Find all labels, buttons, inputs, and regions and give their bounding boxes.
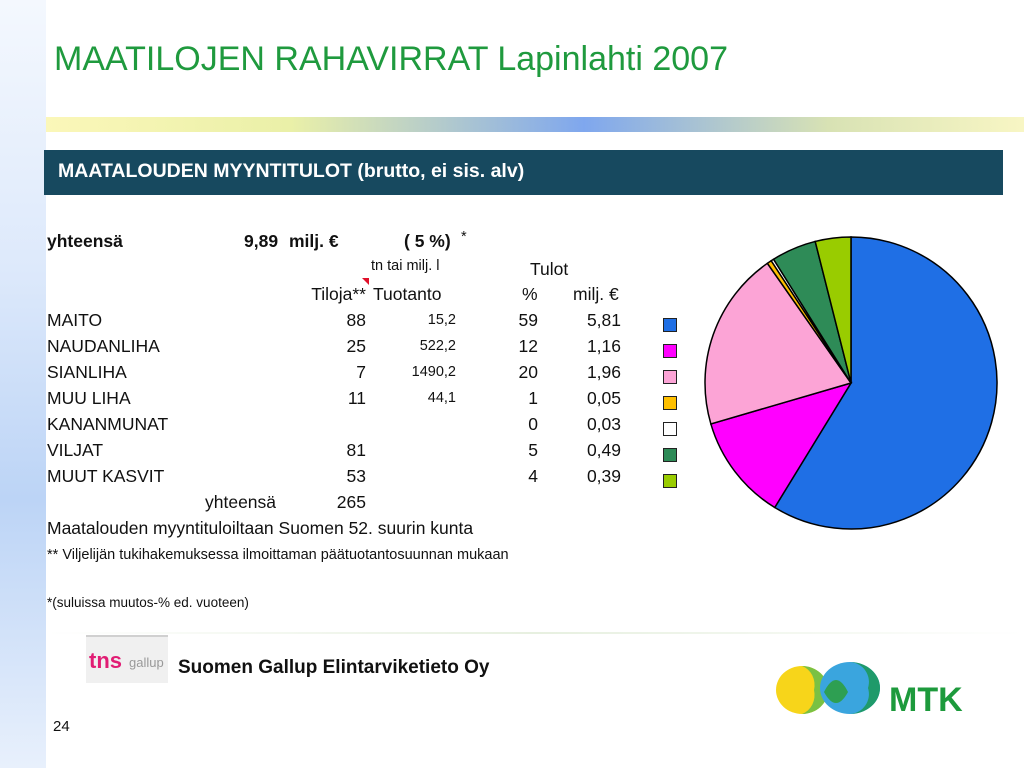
row-pct: 59 — [518, 310, 538, 330]
row-tiloja: 25 — [346, 336, 366, 356]
header-tuotanto: Tuotanto — [373, 284, 442, 304]
row-tuotanto: 15,2 — [427, 312, 456, 328]
page-number: 24 — [53, 718, 70, 735]
row-name: NAUDANLIHA — [47, 336, 160, 356]
pie-slice-maito — [773, 236, 998, 530]
legend-swatch-maito — [663, 318, 677, 332]
row-tuotanto: 1490,2 — [411, 364, 456, 380]
tns-logo-sub: gallup — [129, 655, 164, 670]
pie-slice-sianliha — [704, 262, 853, 425]
header-pct: % — [522, 284, 538, 304]
totals-label: yhteensä — [205, 492, 277, 512]
row-pct: 12 — [518, 336, 538, 356]
legend-swatch-viljat — [663, 448, 677, 462]
row-milj: 0,03 — [586, 414, 621, 434]
row-tiloja: 53 — [346, 466, 366, 486]
header-tn-note: tn tai milj. l — [371, 258, 440, 274]
row-tiloja: 7 — [356, 362, 366, 382]
summary-value: 9,89 — [244, 231, 279, 251]
mtk-text: MTK — [889, 681, 963, 719]
tns-logo — [86, 635, 168, 683]
row-name: KANANMUNAT — [47, 414, 169, 434]
comment-flag-icon — [362, 278, 369, 285]
legend-swatch-sianliha — [663, 370, 677, 384]
header-tiloja: Tiloja** — [311, 284, 366, 304]
gallup-company: Suomen Gallup Elintarviketieto Oy — [178, 657, 490, 678]
row-tiloja: 11 — [347, 388, 366, 408]
summary-unit: milj. € — [289, 231, 339, 251]
row-name: MAITO — [47, 310, 103, 330]
summary-change: ( 5 %) — [404, 231, 451, 251]
row-milj: 0,39 — [586, 466, 621, 486]
row-pct: 1 — [528, 388, 538, 408]
footer-line — [46, 632, 1024, 634]
legend-swatch-muu-liha — [663, 396, 677, 410]
slide-title: MAATILOJEN RAHAVIRRAT Lapinlahti 2007 — [54, 40, 728, 78]
summary-label: yhteensä — [47, 231, 123, 251]
note-footnote-2: *(suluissa muutos-% ed. vuoteen) — [47, 595, 249, 610]
row-milj: 0,05 — [586, 388, 621, 408]
row-name: MUU LIHA — [47, 388, 131, 408]
tns-logo-word: tns — [89, 648, 122, 673]
totals-tiloja: 265 — [336, 492, 366, 512]
side-gradient — [0, 0, 46, 768]
summary-asterisk: * — [461, 229, 467, 245]
pie-slice-muut-kasvit — [814, 236, 852, 384]
row-pct: 4 — [528, 466, 538, 486]
note-rank: Maatalouden myyntituloiltaan Suomen 52. … — [47, 518, 474, 538]
row-pct: 5 — [528, 440, 538, 460]
mtk-logo-icon — [776, 662, 880, 714]
row-tuotanto: 44,1 — [427, 390, 456, 406]
row-milj: 1,16 — [586, 336, 621, 356]
note-footnote-1: ** Viljelijän tukihakemuksessa ilmoittam… — [47, 547, 509, 563]
title-stripe — [46, 117, 1024, 132]
row-pct: 0 — [528, 414, 538, 434]
row-tuotanto: 522,2 — [419, 338, 456, 354]
row-pct: 20 — [518, 362, 538, 382]
row-name: SIANLIHA — [47, 362, 127, 382]
row-tiloja: 81 — [346, 440, 366, 460]
header-milj: milj. € — [573, 284, 619, 304]
legend-swatch-muut-kasvit — [663, 474, 677, 488]
header-tulot: Tulot — [530, 259, 569, 279]
pie-chart — [704, 236, 998, 530]
legend-swatch-kananmunat — [663, 422, 677, 436]
row-name: MUUT KASVIT — [47, 466, 165, 486]
legend-swatch-naudanliha — [663, 344, 677, 358]
row-tiloja: 88 — [346, 310, 366, 330]
row-milj: 1,96 — [586, 362, 621, 382]
row-milj: 0,49 — [586, 440, 621, 460]
row-name: VILJAT — [47, 440, 104, 460]
row-milj: 5,81 — [586, 310, 621, 330]
table-banner: MAATALOUDEN MYYNTITULOT (brutto, ei sis.… — [44, 150, 1003, 195]
